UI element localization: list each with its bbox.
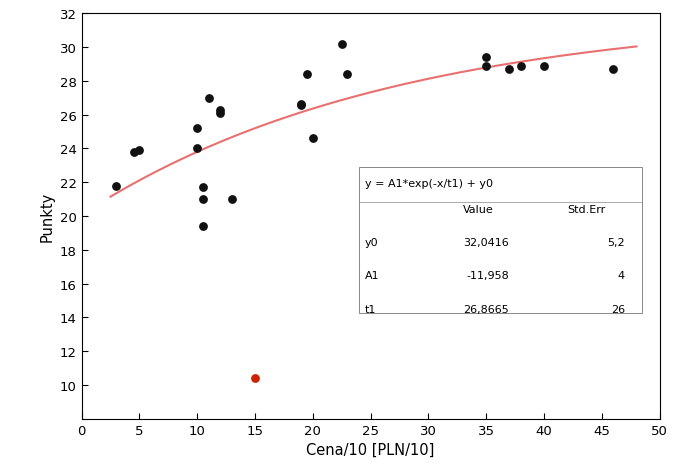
Text: Value: Value <box>463 205 494 214</box>
Text: Std.Err: Std.Err <box>567 205 605 214</box>
Point <box>203 95 214 102</box>
Point <box>192 145 203 153</box>
Point <box>198 196 209 204</box>
Text: -11,958: -11,958 <box>466 271 509 281</box>
Text: y0: y0 <box>364 238 379 248</box>
Point <box>342 71 353 79</box>
Point <box>307 135 318 143</box>
Point <box>608 66 619 74</box>
Point <box>192 125 203 133</box>
Point <box>296 101 307 109</box>
Text: t1: t1 <box>364 304 376 314</box>
Point <box>226 196 237 204</box>
Point <box>198 184 209 192</box>
Point <box>504 66 515 74</box>
Point <box>198 223 209 230</box>
Point <box>301 71 312 79</box>
Text: 32,0416: 32,0416 <box>464 238 509 248</box>
Text: 26: 26 <box>611 304 625 314</box>
Text: y = A1*exp(-x/t1) + y0: y = A1*exp(-x/t1) + y0 <box>364 178 493 188</box>
Point <box>111 182 122 190</box>
Text: A1: A1 <box>364 271 379 281</box>
Point <box>337 41 347 49</box>
Point <box>539 63 549 70</box>
X-axis label: Cena/10 [PLN/10]: Cena/10 [PLN/10] <box>307 442 435 457</box>
Point <box>250 375 260 382</box>
Point <box>296 100 307 108</box>
Point <box>215 107 226 114</box>
Y-axis label: Punkty: Punkty <box>39 191 54 242</box>
Point <box>134 147 145 155</box>
Text: 4: 4 <box>618 271 625 281</box>
Point <box>215 110 226 118</box>
Point <box>481 63 492 70</box>
Point <box>481 54 492 62</box>
FancyBboxPatch shape <box>359 168 642 314</box>
Point <box>128 149 139 156</box>
Text: 26,8665: 26,8665 <box>464 304 509 314</box>
Point <box>515 63 526 70</box>
Text: 5,2: 5,2 <box>607 238 625 248</box>
